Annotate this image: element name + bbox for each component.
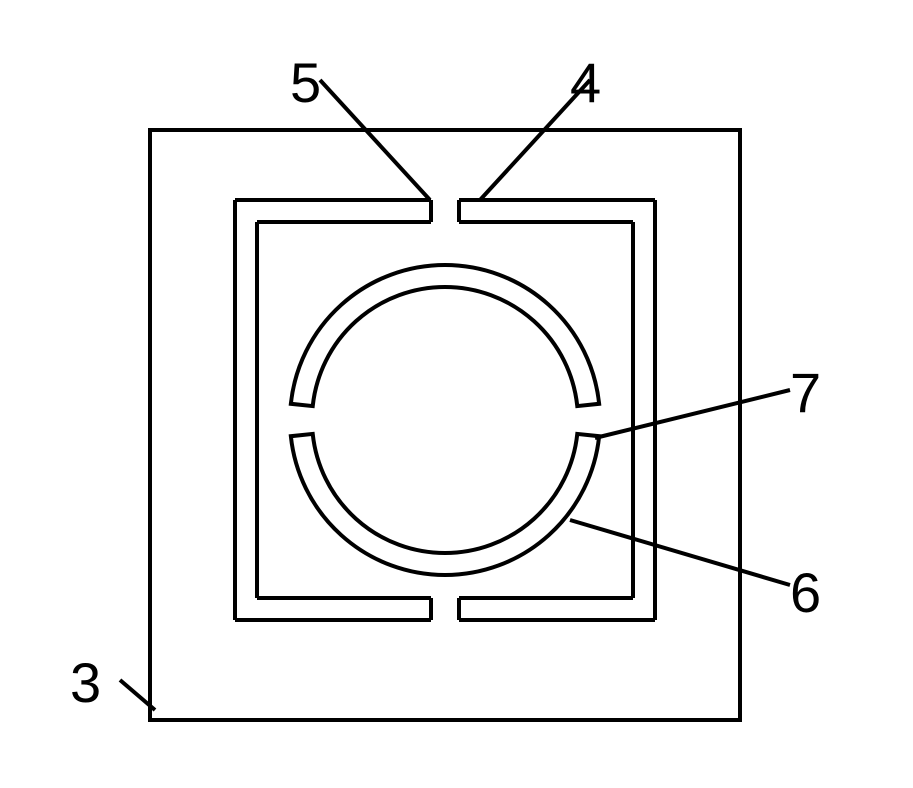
label-6: 6 bbox=[790, 560, 821, 625]
label-3: 3 bbox=[70, 650, 101, 715]
ring-top-arc bbox=[291, 265, 599, 406]
ring-bottom-arc bbox=[291, 434, 599, 575]
leader-line bbox=[320, 80, 430, 200]
label-4: 4 bbox=[570, 50, 601, 115]
leader-line bbox=[595, 390, 790, 438]
diagram-canvas bbox=[0, 0, 913, 788]
leader-line bbox=[570, 520, 790, 585]
label-5: 5 bbox=[290, 50, 321, 115]
label-7: 7 bbox=[790, 360, 821, 425]
